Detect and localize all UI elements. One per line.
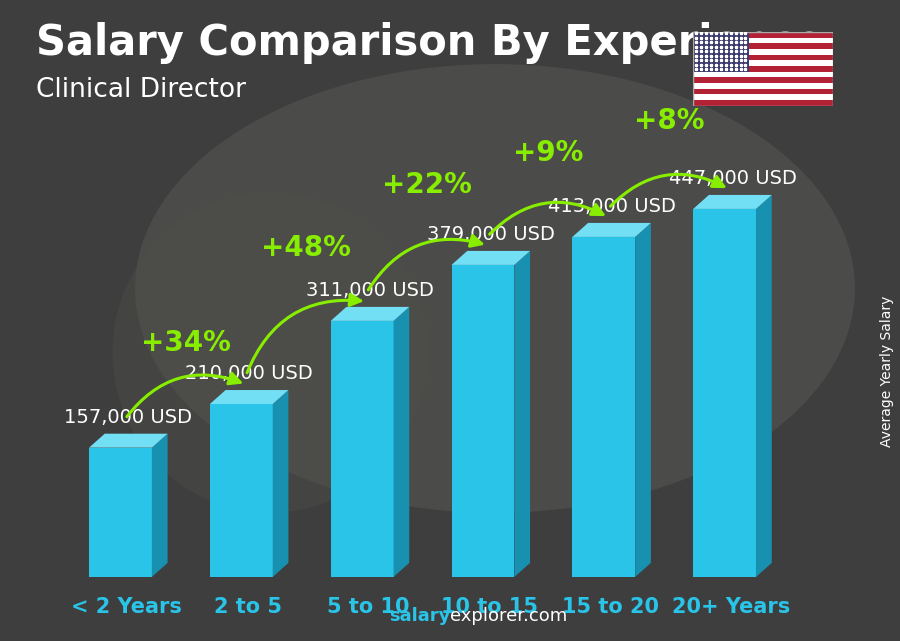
- Polygon shape: [693, 195, 772, 209]
- Text: Salary Comparison By Experience: Salary Comparison By Experience: [36, 22, 824, 65]
- Polygon shape: [572, 223, 651, 237]
- Text: 447,000 USD: 447,000 USD: [669, 169, 796, 188]
- Polygon shape: [572, 237, 635, 577]
- Bar: [693, 100, 832, 106]
- Ellipse shape: [112, 192, 428, 513]
- Bar: [693, 44, 832, 49]
- Bar: [693, 72, 832, 78]
- Text: 157,000 USD: 157,000 USD: [64, 408, 193, 427]
- Polygon shape: [693, 209, 756, 577]
- Polygon shape: [635, 223, 651, 577]
- Text: 379,000 USD: 379,000 USD: [427, 225, 554, 244]
- Polygon shape: [152, 434, 167, 577]
- Text: 20+ Years: 20+ Years: [671, 597, 790, 617]
- Text: salary: salary: [389, 607, 450, 625]
- Text: +34%: +34%: [140, 329, 230, 356]
- Polygon shape: [452, 251, 530, 265]
- Bar: [693, 32, 749, 72]
- Text: +9%: +9%: [513, 139, 583, 167]
- Ellipse shape: [135, 64, 855, 513]
- Bar: [693, 60, 832, 66]
- Text: +22%: +22%: [382, 171, 472, 199]
- Bar: [693, 54, 832, 60]
- Text: < 2 Years: < 2 Years: [71, 597, 182, 617]
- Polygon shape: [210, 390, 288, 404]
- Text: 413,000 USD: 413,000 USD: [548, 197, 676, 216]
- Bar: [693, 32, 832, 38]
- Bar: [693, 66, 832, 72]
- Polygon shape: [89, 447, 152, 577]
- Text: Average Yearly Salary: Average Yearly Salary: [879, 296, 894, 447]
- Text: 210,000 USD: 210,000 USD: [185, 365, 313, 383]
- Text: Clinical Director: Clinical Director: [36, 77, 246, 103]
- Polygon shape: [393, 307, 410, 577]
- Text: +48%: +48%: [262, 234, 351, 262]
- Text: 10 to 15: 10 to 15: [441, 597, 537, 617]
- Polygon shape: [330, 307, 410, 321]
- Text: 15 to 20: 15 to 20: [562, 597, 659, 617]
- Polygon shape: [273, 390, 288, 577]
- Polygon shape: [330, 321, 393, 577]
- Bar: [693, 88, 832, 94]
- Bar: [693, 94, 832, 100]
- Bar: [693, 83, 832, 88]
- Bar: [693, 78, 832, 83]
- Text: 2 to 5: 2 to 5: [213, 597, 282, 617]
- Polygon shape: [515, 251, 530, 577]
- Bar: [693, 49, 832, 54]
- Text: 311,000 USD: 311,000 USD: [306, 281, 434, 300]
- Text: explorer.com: explorer.com: [450, 607, 567, 625]
- Bar: [693, 38, 832, 44]
- Polygon shape: [89, 434, 167, 447]
- Polygon shape: [452, 265, 515, 577]
- Polygon shape: [210, 404, 273, 577]
- Text: +8%: +8%: [634, 107, 704, 135]
- Text: 5 to 10: 5 to 10: [328, 597, 410, 617]
- Polygon shape: [756, 195, 772, 577]
